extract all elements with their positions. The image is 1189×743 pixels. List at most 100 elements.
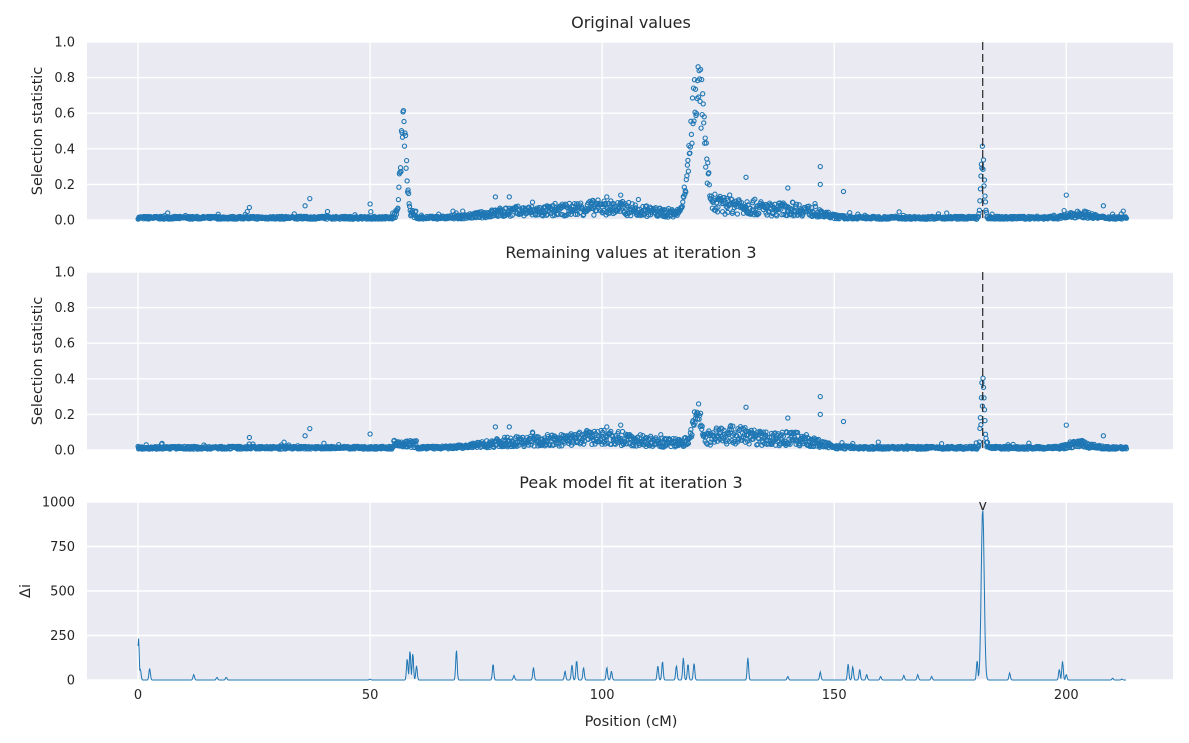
data-point: [701, 120, 707, 126]
data-point: [405, 190, 412, 197]
data-point: [1100, 203, 1107, 209]
panel-title-peak-fit: Peak model fit at iteration 3: [519, 473, 742, 492]
data-point: [763, 429, 769, 435]
data-point: [506, 424, 512, 430]
data-point: [246, 434, 253, 441]
data-point: [529, 212, 535, 218]
data-point: [780, 433, 786, 439]
data-point: [572, 211, 579, 218]
scatter-series: [135, 64, 1130, 222]
data-point: [817, 163, 823, 170]
panel-title-remaining: Remaining values at iteration 3: [505, 243, 756, 262]
data-point: [246, 204, 253, 211]
data-point: [817, 411, 823, 418]
data-point: [743, 174, 749, 180]
data-point: [1063, 192, 1069, 198]
panel-3: 0 250 500 750 1000 v: [42, 496, 1173, 689]
data-point: [705, 160, 711, 166]
data-point: [307, 195, 313, 202]
data-point: [785, 415, 791, 421]
data-point: [981, 395, 987, 401]
data-point: [774, 213, 780, 219]
data-point: [719, 438, 726, 444]
data-point: [791, 212, 798, 218]
data-point: [752, 196, 758, 202]
x-tick-label: 200: [1054, 688, 1079, 703]
data-point: [604, 424, 610, 430]
data-point: [688, 131, 695, 138]
data-point: [395, 205, 401, 211]
data-point: [978, 422, 984, 428]
data-point: [623, 441, 630, 447]
data-point: [302, 203, 308, 209]
data-point: [635, 196, 642, 203]
data-point: [402, 130, 408, 136]
data-point: [1120, 208, 1126, 214]
data-point: [714, 209, 721, 215]
data-point: [812, 201, 818, 207]
data-point: [699, 423, 705, 429]
data-point: [713, 200, 720, 206]
x-tick-label: 50: [362, 688, 379, 703]
y-tick-label: 0: [67, 674, 75, 689]
data-point: [787, 441, 793, 447]
data-point: [697, 66, 704, 73]
data-point: [618, 192, 624, 198]
data-point: [982, 199, 989, 205]
data-point: [699, 76, 705, 83]
data-point: [840, 418, 847, 425]
y-tick-label: 0.4: [54, 142, 75, 157]
x-tick-label: 150: [822, 688, 847, 703]
data-point: [976, 207, 983, 213]
data-point: [800, 212, 806, 218]
data-point: [748, 427, 754, 434]
data-point: [632, 202, 638, 208]
data-point: [730, 423, 736, 429]
data-point: [619, 428, 626, 435]
plot-area: 0.0 0.2 0.4 0.6 0.8 1.0 0.0 0.2 0.4 0.6 0.8 1.0 0 250…: [42, 36, 1173, 703]
data-point: [734, 211, 741, 217]
data-point: [938, 441, 945, 447]
data-point: [531, 443, 537, 449]
data-point: [976, 442, 982, 448]
y-tick-label: 0.8: [54, 71, 75, 86]
data-point: [812, 203, 819, 210]
y-tick-label: 0.4: [54, 372, 75, 387]
data-point: [756, 210, 762, 217]
data-point: [688, 426, 694, 433]
data-point: [693, 111, 700, 117]
data-point: [712, 191, 718, 197]
data-point: [1100, 433, 1107, 439]
peak-marker: v: [979, 498, 987, 514]
data-point: [533, 212, 539, 218]
data-point: [576, 429, 583, 435]
data-point: [980, 157, 987, 163]
data-point: [707, 442, 713, 448]
data-point: [404, 178, 410, 184]
data-point: [817, 393, 823, 400]
data-point: [695, 401, 702, 407]
data-point: [543, 212, 550, 218]
data-point: [687, 150, 693, 156]
data-point: [398, 168, 404, 175]
data-point: [555, 211, 561, 218]
data-point: [698, 125, 704, 131]
data-point: [706, 182, 712, 188]
data-point: [746, 441, 752, 447]
peak-fit-line: [137, 510, 1126, 681]
data-point: [681, 194, 687, 200]
data-point: [1063, 422, 1069, 428]
data-point: [690, 120, 696, 127]
data-point: [393, 211, 400, 217]
data-point: [840, 188, 847, 195]
data-point: [1061, 207, 1067, 214]
data-point: [547, 442, 553, 449]
y-tick-label: 750: [50, 540, 75, 555]
data-point: [978, 395, 985, 401]
data-point: [875, 439, 881, 445]
ylabel-panel-2: Selection statistic: [30, 297, 46, 426]
y-tick-label: 1.0: [54, 266, 75, 281]
scatter-series: [135, 375, 1130, 452]
y-tick-label: 0.0: [54, 444, 75, 459]
